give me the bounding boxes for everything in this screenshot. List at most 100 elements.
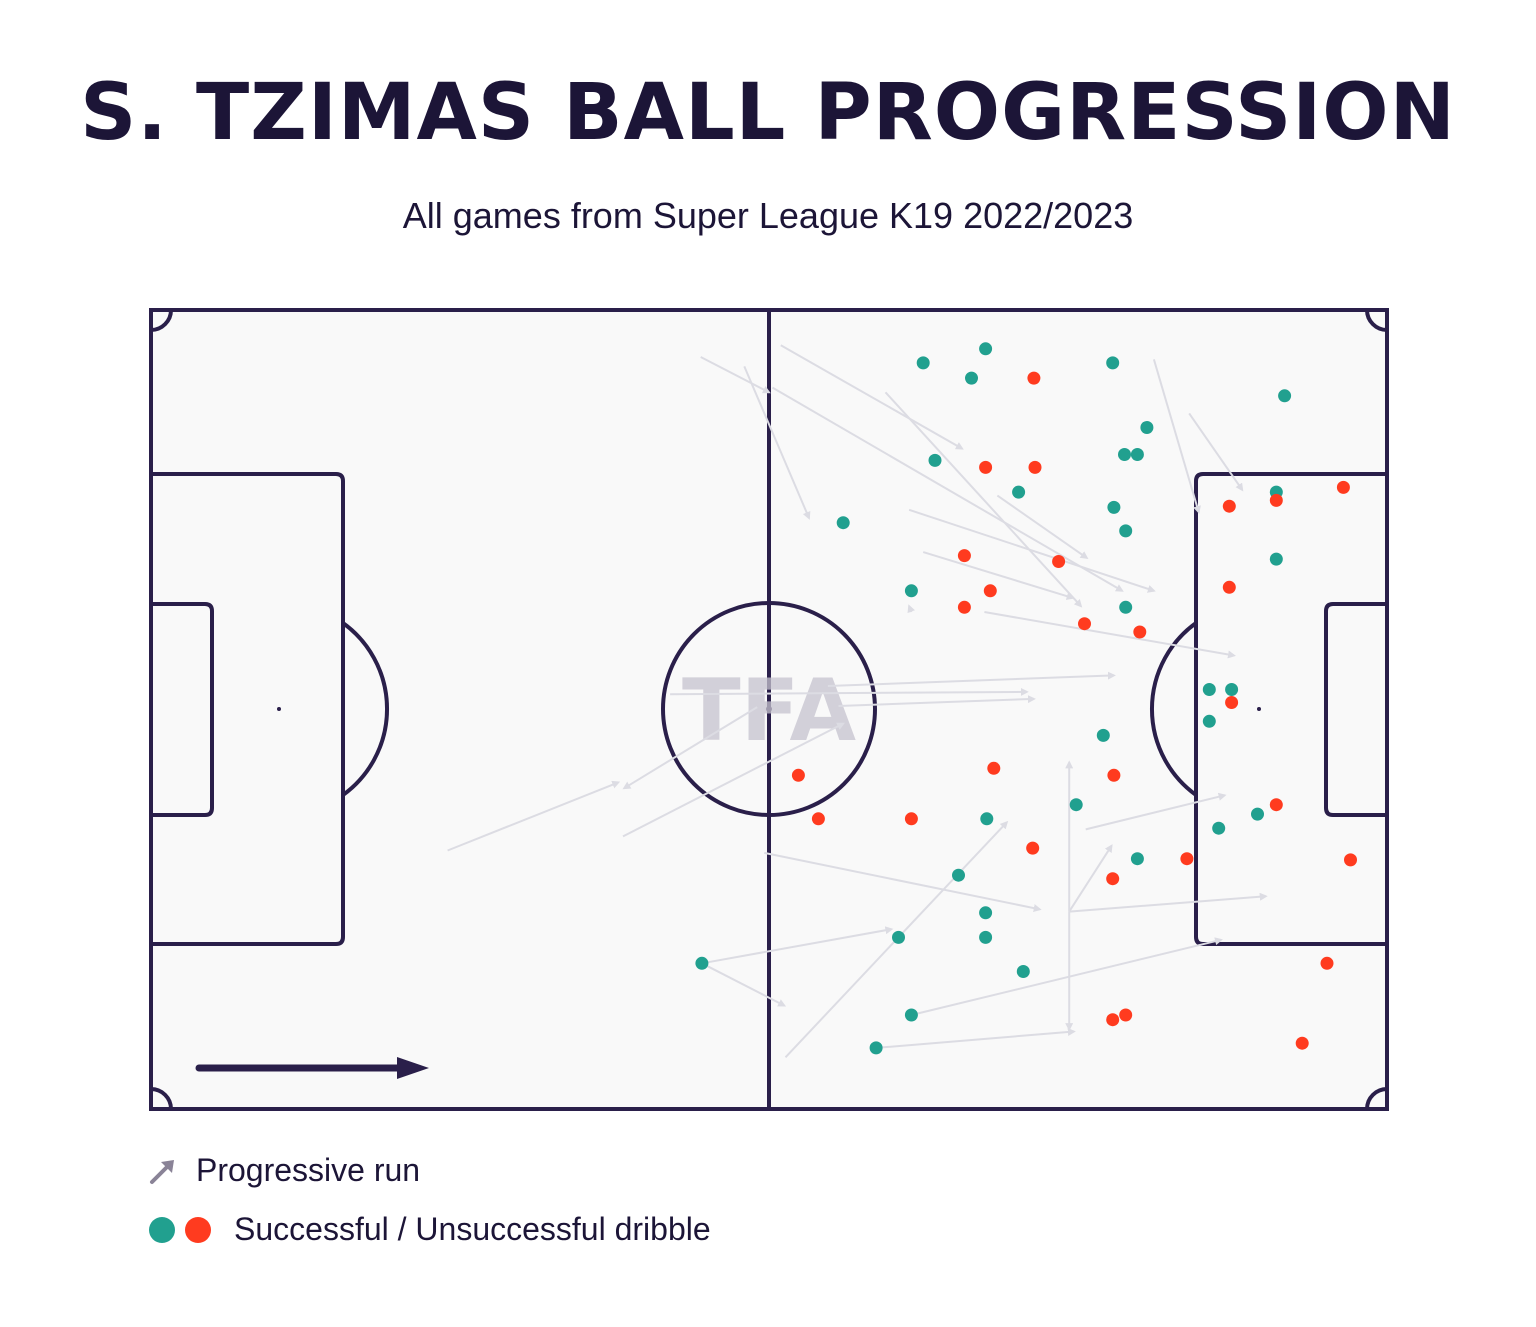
corner-arc-bottom-right (1365, 1087, 1388, 1110)
successful-dribble-dot (1202, 714, 1216, 728)
right-six-yard-box (1324, 602, 1387, 817)
successful-dribble-dot (916, 356, 930, 370)
unsuccessful-dribble-dot (979, 460, 993, 474)
progressive-run-arrow (1188, 412, 1244, 492)
corner-arc-top-left (150, 309, 173, 332)
unsuccessful-dribble-dot (1119, 1008, 1133, 1022)
progressive-runs (447, 344, 1268, 1058)
successful-dribble-dot (904, 584, 918, 598)
unsuccessful-dribble-dot (957, 600, 971, 614)
page-subtitle: All games from Super League K19 2022/202… (402, 195, 1134, 236)
progressive-run-arrow (922, 551, 1075, 600)
successful-dribble-dot (904, 1008, 918, 1022)
progressive-run-arrow (827, 671, 1116, 687)
legend-dribble: Successful / Unsuccessful dribble (148, 1211, 711, 1248)
progressive-run-arrow (838, 695, 1036, 707)
unsuccessful-dribble-dot (1028, 460, 1042, 474)
successful-dribble-dot (695, 956, 709, 970)
unsuccessful-dribble-dot (1026, 841, 1040, 855)
successful-dribble-dot (1118, 448, 1131, 461)
progressive-run-arrow (780, 344, 964, 450)
successful-dribble-dot (1119, 600, 1133, 614)
successful-dribble-dot (1251, 807, 1264, 821)
centre-circle (661, 601, 877, 817)
unsuccessful-dribble-dot (1269, 493, 1283, 507)
successful-dribble-dot (1119, 524, 1133, 538)
successful-dribble-dot (979, 342, 993, 356)
progressive-run-arrow (622, 722, 845, 838)
unsuccessful-dribble-dot (1344, 853, 1357, 867)
successful-dribble-dot (952, 868, 965, 882)
progressive-run-arrow (764, 851, 1042, 913)
attack-direction-arrow (195, 1057, 429, 1079)
successful-dribble-dot (1069, 798, 1083, 812)
unsuccessful-dribble-dot (1336, 480, 1350, 494)
attack-direction-head (397, 1057, 429, 1079)
unsuccessful-dribble-dot (904, 812, 918, 826)
progressive-run-arrow (1069, 892, 1268, 913)
progressive-run-arrow (1085, 792, 1227, 831)
progressive-run-arrow (911, 937, 1223, 1016)
unsuccessful-dribble-dot (1222, 499, 1236, 513)
legend-run: Progressive run (148, 1152, 420, 1189)
progressive-run-arrow (622, 706, 758, 790)
progressive-run-arrow (1068, 844, 1113, 913)
unsuccessful-dribble-dot (1106, 872, 1120, 886)
unsuccessful-dribble-dot (1295, 1036, 1309, 1050)
centre-spot (766, 706, 772, 712)
successful-dot-icon (149, 1216, 175, 1243)
watermark-logo: TFA (682, 661, 857, 761)
progressive-run-arrow (996, 494, 1089, 560)
unsuccessful-dribble-dot (987, 761, 1001, 775)
successful-dribble-dot (1140, 421, 1154, 434)
successful-dribble-dot (1106, 356, 1120, 370)
left-penalty-spot (277, 707, 281, 711)
progressive-run-arrow (701, 926, 894, 965)
unsuccessful-dribble-dot (1225, 696, 1239, 709)
unsuccessful-dribble-dot (1107, 768, 1121, 782)
successful-dribble-dot (980, 812, 994, 826)
unsuccessful-dribble-dot (1052, 555, 1066, 568)
successful-dribble-dot (1096, 728, 1110, 742)
successful-dribble-dot (1107, 500, 1121, 514)
unsuccessful-dot-icon (185, 1216, 211, 1243)
successful-dribble-dot (1012, 485, 1026, 499)
successful-dribble-dot (869, 1041, 883, 1055)
left-six-yard-box (151, 602, 214, 817)
successful-dribble-dot (965, 371, 978, 385)
successful-dribble-dot (1269, 552, 1283, 566)
unsuccessful-dribble-dot (1222, 580, 1236, 594)
successful-dribble-dot (928, 453, 942, 467)
unsuccessful-dribble-dot (1269, 798, 1283, 812)
unsuccessful-dribble-dot (791, 768, 805, 782)
dribbles (695, 342, 1357, 1055)
progressive-run-arrow (700, 356, 771, 394)
progressive-run-arrow (876, 1028, 1076, 1049)
successful-dribble-dot (1225, 683, 1239, 696)
unsuccessful-dribble-dot (1320, 956, 1334, 970)
right-penalty-arc (1149, 621, 1198, 797)
successful-dribble-dot (892, 930, 905, 944)
progressive-run-arrow (771, 386, 1124, 592)
unsuccessful-dribble-dot (1078, 617, 1091, 631)
pitch-map: TFA (149, 308, 1389, 1111)
unsuccessful-dribble-dot (1133, 625, 1147, 639)
successful-dribble-dot (979, 906, 993, 920)
pitch-lines (149, 308, 1389, 1111)
progressive-run-arrow (447, 780, 621, 852)
progressive-run-arrow (743, 366, 811, 520)
progressive-run-arrow (984, 611, 1236, 659)
successful-dribble-dot (836, 516, 850, 530)
successful-dribble-dot (1130, 852, 1144, 866)
successful-dribble-dot (979, 930, 993, 944)
successful-dribble-dot (1016, 965, 1030, 978)
unsuccessful-dribble-dot (811, 812, 825, 826)
progressive-run-arrow (908, 508, 1156, 593)
corner-arc-bottom-left (150, 1087, 173, 1110)
right-penalty-box (1194, 472, 1387, 946)
successful-dribble-dot (1202, 683, 1216, 696)
corner-arc-top-right (1365, 309, 1388, 332)
run-legend-label: Progressive run (196, 1152, 421, 1188)
progressive-run-arrow (701, 962, 787, 1007)
successful-dribble-dot (1278, 389, 1292, 403)
